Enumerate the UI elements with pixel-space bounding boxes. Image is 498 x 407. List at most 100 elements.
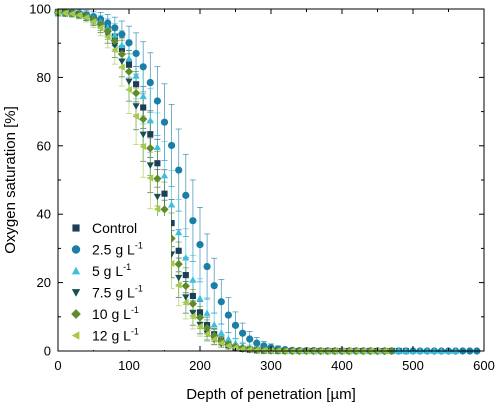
data-point [139,92,147,100]
data-point [168,141,176,150]
data-point [203,330,210,338]
data-point [217,329,225,336]
data-point [104,33,111,41]
data-point [246,335,254,343]
data-point [118,41,126,49]
data-point [224,311,232,319]
y-tick-label: 80 [37,70,51,85]
data-point [111,42,119,50]
data-point [196,309,204,316]
data-point [168,201,176,208]
legend-marker [71,266,81,275]
data-point [188,299,198,308]
data-point [203,262,211,271]
data-point [82,13,90,22]
data-point [160,205,169,214]
data-point [182,272,189,279]
legend-series-name: 5 g L [92,263,123,279]
data-point [154,160,161,167]
legend-marker [71,245,81,254]
data-point [175,247,182,254]
data-point [196,294,204,302]
x-axis-label: Depth of penetration [µm] [186,386,356,403]
data-point [125,78,133,86]
data-point [196,322,203,330]
legend-label: 7.5 g L-1 [92,284,143,301]
legend-series-unit: -1 [131,305,139,315]
legend-label: 10 g L-1 [92,305,139,322]
legend-marker [71,331,80,340]
legend-label: Control [92,220,137,236]
data-point [97,24,104,32]
legend-series-name: 10 g L [92,306,131,322]
data-point [153,97,161,105]
legend-series-unit: -1 [135,241,143,251]
data-point [132,112,139,120]
data-point [61,9,68,17]
legend-box [63,216,171,350]
data-point [146,78,154,87]
data-point [217,298,225,306]
data-point [118,63,125,71]
data-point [132,49,140,58]
y-tick-label: 100 [29,2,51,17]
data-point [125,54,133,62]
data-point [160,171,169,179]
data-point [161,190,168,197]
y-tick-label: 60 [37,138,51,153]
data-point [189,276,197,283]
data-point [253,346,260,354]
data-point [147,131,154,138]
legend-label: 2.5 g L-1 [92,241,143,258]
data-point [139,131,147,139]
legend-series-name: 2.5 g L [92,242,135,258]
y-axis-label: Oxygen saturation [%] [2,106,19,254]
data-point [132,72,140,79]
data-point [153,205,161,213]
x-tick-label: 100 [118,358,140,373]
data-point [210,335,218,343]
data-point [182,294,190,301]
legend-label: 12 g L-1 [92,327,139,344]
data-point [153,174,162,183]
data-point [160,118,169,126]
legend-label: 5 g L-1 [92,262,131,279]
x-tick-label: 500 [402,358,424,373]
data-point [231,321,240,329]
data-point [217,339,225,347]
data-point [118,30,126,38]
data-point [89,15,98,24]
data-point [224,335,232,342]
data-point [153,193,161,201]
x-tick-label: 600 [473,358,495,373]
legend-marker [71,289,81,297]
data-point [68,10,76,18]
data-point [189,312,196,320]
data-point [139,63,147,71]
data-point [146,162,154,169]
data-point [196,241,204,249]
data-point [104,19,112,27]
data-point [189,292,196,299]
data-point [175,281,182,289]
data-point [203,309,211,316]
data-point [174,259,183,269]
data-point [175,274,183,282]
data-point [195,313,205,322]
data-point [181,281,190,291]
x-tick-label: 300 [260,358,282,373]
data-point [125,86,132,94]
data-point [133,81,140,88]
data-point [182,298,189,307]
data-point [125,39,133,47]
data-point [167,234,176,243]
legend-marker [71,309,81,319]
data-point [153,143,161,151]
data-point [75,11,83,19]
data-point [253,339,261,347]
legend-series-unit: -1 [135,284,143,294]
data-point [210,321,218,328]
legend-series-name: 7.5 g L [92,285,135,301]
data-point [111,31,119,38]
